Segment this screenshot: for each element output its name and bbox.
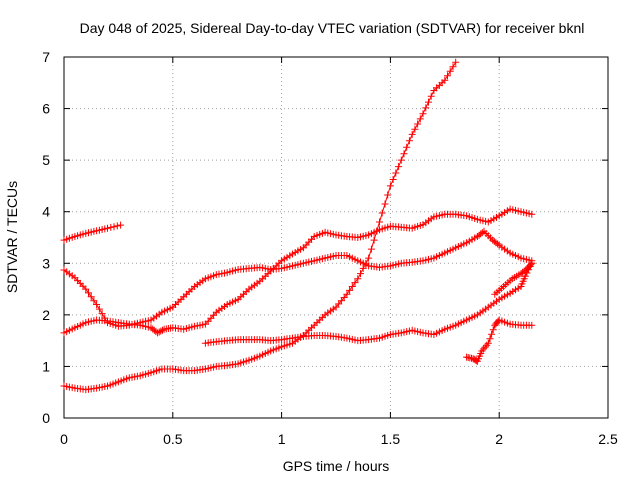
data-point [441, 76, 449, 84]
data-point [107, 223, 115, 231]
x-tick-label: 1 [278, 431, 286, 447]
data-point [93, 301, 101, 308]
data-point [389, 176, 397, 183]
y-tick-label: 0 [42, 410, 50, 426]
data-point [386, 182, 394, 190]
data-point [528, 259, 536, 267]
data-point [359, 264, 367, 272]
x-tick-label: 2 [495, 431, 503, 447]
data-point [416, 115, 424, 123]
data-point [484, 339, 492, 347]
data-point [400, 150, 408, 158]
data-point [82, 285, 90, 293]
series-s6 [463, 316, 536, 365]
y-tick-label: 2 [42, 307, 50, 323]
grid-lines [64, 57, 608, 418]
data-point [113, 222, 121, 230]
data-point [411, 125, 419, 133]
data-point [395, 163, 403, 171]
data-point [376, 218, 383, 226]
x-tick-label: 0 [60, 431, 68, 447]
x-tick-label: 1.5 [381, 431, 401, 447]
data-point [489, 326, 497, 334]
data-point [528, 210, 536, 218]
data-point [348, 283, 356, 290]
data-point [110, 223, 118, 231]
data-point [452, 58, 460, 66]
x-tick-label: 0.5 [163, 431, 183, 447]
data-point [403, 143, 411, 151]
data-point [478, 229, 486, 237]
data-point [367, 245, 375, 253]
data-point [414, 120, 422, 128]
series-s1 [60, 221, 125, 244]
series-s5 [201, 259, 536, 347]
data-point [528, 321, 536, 329]
data-point [397, 156, 405, 164]
data-point [527, 261, 535, 269]
data-point [425, 98, 432, 106]
data-point [444, 72, 451, 80]
data-point [419, 110, 427, 118]
data-point [154, 329, 162, 337]
data-point [87, 293, 95, 301]
data-point [95, 305, 103, 313]
data-point [365, 254, 373, 262]
data-point [392, 169, 400, 177]
data-point [157, 327, 165, 335]
data-point [521, 272, 529, 280]
data-point [378, 209, 386, 217]
y-axis-label: SDTVAR / TECUs [4, 181, 20, 293]
data-point [346, 286, 354, 294]
data-point [405, 137, 413, 145]
data-point [117, 221, 125, 229]
data-point [351, 279, 359, 287]
data-point [427, 92, 435, 100]
data-point [488, 330, 496, 338]
y-tick-label: 4 [42, 204, 50, 220]
y-tick-label: 6 [42, 101, 50, 117]
y-tick-label: 3 [42, 255, 50, 271]
data-point [370, 236, 378, 244]
data-point [155, 328, 163, 336]
data-point [90, 297, 98, 305]
data-point [381, 200, 389, 208]
y-tick-label: 1 [42, 358, 50, 374]
data-point [104, 224, 111, 232]
data-point [98, 310, 106, 318]
y-tick-label: 5 [42, 152, 50, 168]
series-line [466, 319, 532, 363]
axis-ticks: 0 0.5 1 1.5 2 2.5 0 1 2 3 4 5 6 7 [42, 49, 618, 447]
data-point [357, 270, 364, 278]
series-s7 [491, 259, 536, 298]
chart-title: Day 048 of 2025, Sidereal Day-to-day VTE… [80, 20, 585, 36]
series-s3 [60, 205, 536, 337]
x-tick-label: 2.5 [598, 431, 618, 447]
data-point [384, 191, 392, 199]
data-point [362, 259, 370, 267]
data-point [373, 227, 381, 235]
data-point [343, 290, 351, 298]
data-point [486, 335, 494, 343]
data-point [408, 130, 416, 138]
series-line [63, 208, 532, 334]
data-point [422, 104, 430, 112]
data-series [60, 58, 536, 394]
data-point [159, 326, 166, 334]
data-point [449, 63, 457, 71]
x-axis-label: GPS time / hours [283, 458, 390, 474]
y-tick-label: 7 [42, 49, 50, 65]
series-line [205, 263, 533, 344]
data-point [494, 240, 502, 248]
data-point [85, 289, 92, 297]
data-point [354, 275, 362, 283]
data-point [446, 67, 454, 75]
